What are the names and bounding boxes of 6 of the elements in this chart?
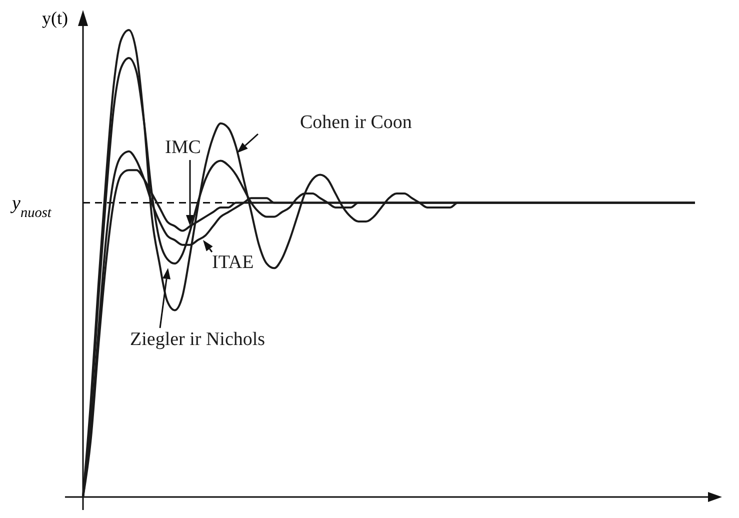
y-axis-title: y(t)	[42, 8, 68, 28]
series-label: Ziegler ir Nichols	[130, 329, 266, 350]
series-label: IMC	[165, 137, 201, 158]
text: Cohen ir Coon	[300, 112, 412, 133]
legend-label: ITAE	[212, 252, 254, 273]
ref-line-label: y$_{nuost}$	[10, 192, 52, 221]
